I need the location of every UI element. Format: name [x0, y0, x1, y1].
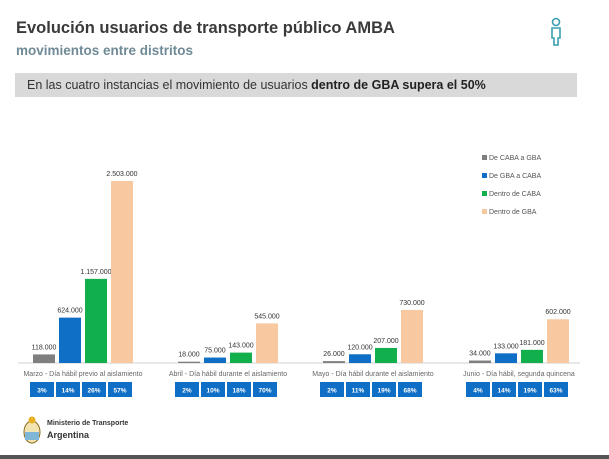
category-label: Abril - Día hábil durante el aislamiento	[169, 371, 287, 378]
share-label: 2%	[182, 388, 192, 395]
bar	[204, 357, 226, 363]
legend-swatch	[482, 191, 487, 196]
legend-swatch	[482, 209, 487, 214]
category-label: Mayo - Día hábil durante el aislamiento	[312, 371, 434, 378]
bar	[256, 323, 278, 363]
bar	[547, 319, 569, 363]
data-label: 2.503.000	[106, 171, 137, 178]
data-label: 181.000	[519, 340, 544, 347]
share-label: 68%	[403, 388, 416, 395]
share-label: 19%	[523, 388, 536, 395]
share-label: 63%	[549, 388, 562, 395]
share-box	[466, 382, 490, 397]
bar	[230, 352, 252, 363]
share-label: 11%	[352, 388, 365, 395]
banner-bold-text: dentro de GBA supera el 50%	[311, 78, 486, 92]
bar	[59, 317, 81, 363]
bar	[349, 354, 371, 363]
share-box	[518, 382, 542, 397]
data-label: 133.000	[493, 343, 518, 350]
bar	[33, 354, 55, 363]
page-title: Evolución usuarios de transporte público…	[16, 19, 395, 37]
data-label: 34.000	[469, 351, 491, 358]
bar	[375, 347, 397, 363]
bar	[495, 353, 517, 363]
coat-of-arms-icon	[23, 416, 41, 444]
legend-label: De GBA a CABA	[489, 173, 541, 180]
legend-swatch	[482, 173, 487, 178]
data-label: 545.000	[254, 313, 279, 320]
bottom-border	[0, 455, 609, 459]
page-subtitle: movimientos entre distritos	[16, 43, 194, 58]
share-box	[346, 382, 370, 397]
share-label: 70%	[258, 388, 271, 395]
share-box	[398, 382, 422, 397]
data-label: 207.000	[373, 338, 398, 345]
data-label: 1.157.000	[80, 269, 111, 276]
share-box	[175, 382, 199, 397]
legend-swatch	[482, 155, 487, 160]
bar	[111, 181, 133, 363]
share-label: 18%	[232, 388, 245, 395]
bar	[469, 360, 491, 363]
category-label: Junio - Día hábil, segunda quincena	[463, 371, 575, 378]
ministry-name: Ministerio de Transporte	[47, 420, 129, 427]
data-label: 118.000	[32, 344, 57, 351]
share-box	[82, 382, 106, 397]
share-label: 26%	[87, 388, 100, 395]
share-label: 14%	[61, 388, 74, 395]
share-box	[253, 382, 277, 397]
data-label: 624.000	[57, 308, 82, 315]
share-label: 10%	[206, 388, 219, 395]
legend-label: Dentro de GBA	[489, 209, 537, 216]
legend-label: Dentro de CABA	[489, 191, 541, 198]
share-box	[320, 382, 344, 397]
bar	[85, 278, 107, 363]
data-label: 730.000	[399, 300, 424, 307]
data-label: 143.000	[228, 343, 253, 350]
country-name: Argentina	[47, 430, 90, 440]
banner-text: En las cuatro instancias el movimiento d…	[27, 78, 312, 92]
headline-banner: En las cuatro instancias el movimiento d…	[15, 73, 577, 97]
data-label: 75.000	[204, 348, 226, 355]
share-box	[227, 382, 251, 397]
share-box	[544, 382, 568, 397]
share-box	[108, 382, 132, 397]
person-icon	[551, 17, 561, 46]
share-label: 14%	[497, 388, 510, 395]
bar	[401, 309, 423, 363]
data-label: 18.000	[178, 352, 200, 359]
share-label: 3%	[37, 388, 47, 395]
data-label: 120.000	[347, 344, 372, 351]
bar	[521, 349, 543, 363]
share-label: 4%	[473, 388, 483, 395]
share-label: 19%	[377, 388, 390, 395]
share-box	[30, 382, 54, 397]
bar	[178, 361, 200, 363]
legend-label: De CABA a GBA	[489, 155, 541, 162]
share-box	[201, 382, 225, 397]
category-label: Marzo - Día hábil previo al aislamiento	[23, 371, 142, 378]
share-label: 2%	[327, 388, 337, 395]
bar	[323, 361, 345, 363]
share-box	[56, 382, 80, 397]
share-box	[372, 382, 396, 397]
data-label: 26.000	[323, 351, 345, 358]
data-label: 602.000	[545, 309, 570, 316]
share-label: 57%	[113, 388, 126, 395]
share-box	[492, 382, 516, 397]
